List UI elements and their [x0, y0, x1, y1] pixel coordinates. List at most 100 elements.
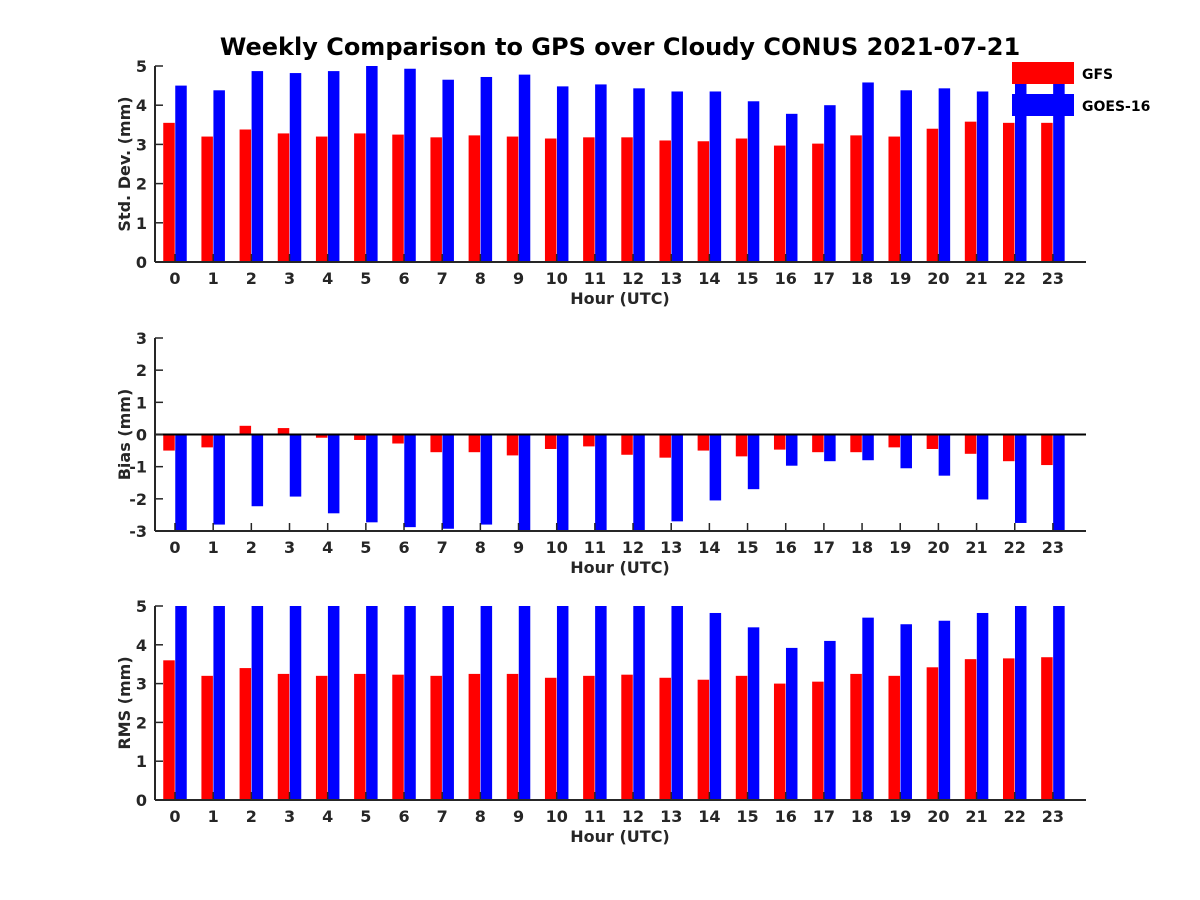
y-tick-label: 4: [136, 96, 147, 115]
bar-gfs-hour-4: [315, 136, 328, 262]
x-tick-label: 13: [660, 269, 682, 288]
bar-gfs-hour-18: [850, 135, 862, 262]
x-axis-label: Hour (UTC): [570, 827, 670, 846]
bar-goes16-hour-6: [404, 68, 416, 263]
x-tick-label: 17: [813, 538, 835, 557]
bar-goes16-hour-0: [175, 606, 187, 800]
bar-goes16-hour-10: [556, 86, 569, 262]
bar-goes16-hour-6: [404, 434, 416, 528]
x-tick-label: 22: [1004, 269, 1026, 288]
x-tick-label: 13: [660, 807, 682, 826]
x-tick-label: 23: [1042, 807, 1064, 826]
y-tick-label: 2: [136, 175, 147, 194]
x-tick-label: 21: [965, 538, 987, 557]
bar-goes16-hour-14: [709, 612, 722, 800]
bar-gfs-hour-9: [506, 673, 519, 800]
y-tick-label: 1: [136, 752, 147, 771]
bar-gfs-hour-1: [201, 675, 213, 800]
x-tick-label: 7: [437, 269, 448, 288]
bar-goes16-hour-8: [480, 434, 493, 525]
bar-gfs-hour-22: [1002, 658, 1015, 800]
x-tick-label: 2: [246, 538, 257, 557]
y-tick-label: -1: [129, 458, 147, 477]
x-tick-label: 23: [1042, 538, 1064, 557]
x-tick-label: 3: [284, 538, 295, 557]
legend-swatch-gfs: [1012, 62, 1074, 84]
bar-gfs-hour-5: [354, 434, 366, 440]
bar-gfs-hour-20: [926, 434, 939, 449]
bar-goes16-hour-13: [671, 91, 683, 262]
bar-gfs-hour-20: [926, 128, 939, 262]
x-tick-label: 18: [851, 807, 873, 826]
bar-goes16-hour-8: [480, 606, 493, 800]
bar-gfs-hour-13: [659, 434, 671, 458]
x-tick-label: 5: [360, 269, 371, 288]
y-tick-label: 0: [136, 426, 147, 445]
x-tick-label: 23: [1042, 269, 1064, 288]
bar-goes16-hour-0: [175, 85, 187, 262]
bar-goes16-hour-14: [709, 91, 722, 262]
x-tick-label: 8: [475, 269, 486, 288]
x-tick-label: 1: [208, 269, 219, 288]
x-tick-label: 20: [927, 807, 949, 826]
x-axis-label: Hour (UTC): [570, 289, 670, 308]
bar-goes16-hour-1: [213, 434, 225, 525]
bar-gfs-hour-7: [430, 137, 442, 262]
bar-gfs-hour-3: [277, 133, 290, 262]
bar-gfs-hour-12: [621, 137, 633, 262]
x-tick-label: 12: [622, 807, 644, 826]
x-tick-label: 4: [322, 269, 333, 288]
bar-goes16-hour-18: [862, 82, 874, 263]
bar-gfs-hour-3: [277, 673, 290, 800]
y-axis-label: RMS (mm): [115, 656, 134, 749]
bar-gfs-hour-19: [888, 434, 900, 448]
bar-gfs-hour-16: [773, 683, 786, 800]
bar-gfs-hour-0: [163, 122, 175, 262]
bar-goes16-hour-3: [289, 73, 302, 262]
bar-goes16-hour-3: [289, 606, 302, 800]
x-tick-label: 16: [775, 807, 797, 826]
x-tick-label: 21: [965, 269, 987, 288]
bar-gfs-hour-0: [163, 660, 175, 800]
y-tick-label: 5: [136, 57, 147, 76]
bar-gfs-hour-21: [964, 659, 977, 800]
x-tick-label: 14: [698, 269, 720, 288]
y-tick-label: 1: [136, 393, 147, 412]
bar-gfs-hour-23: [1041, 657, 1053, 800]
bar-gfs-hour-18: [850, 434, 862, 453]
bar-goes16-hour-19: [900, 90, 912, 262]
y-tick-label: -2: [129, 490, 147, 509]
bar-gfs-hour-8: [468, 135, 481, 262]
bar-goes16-hour-9: [518, 74, 531, 263]
bar-gfs-hour-10: [544, 677, 557, 800]
x-tick-label: 16: [775, 538, 797, 557]
bar-goes16-hour-16: [785, 113, 798, 262]
x-tick-label: 3: [284, 807, 295, 826]
bar-gfs-hour-8: [468, 673, 481, 800]
bar-gfs-hour-15: [735, 434, 748, 457]
bar-goes16-hour-4: [327, 71, 340, 262]
x-tick-label: 6: [398, 807, 409, 826]
bar-goes16-hour-21: [976, 91, 989, 262]
bar-goes16-hour-1: [213, 606, 225, 800]
x-tick-label: 6: [398, 538, 409, 557]
x-tick-label: 14: [698, 538, 720, 557]
bar-goes16-hour-17: [824, 640, 836, 800]
x-tick-label: 22: [1004, 807, 1026, 826]
bar-gfs-hour-2: [239, 425, 252, 435]
x-axis-label: Hour (UTC): [570, 558, 670, 577]
bar-gfs-hour-21: [964, 434, 977, 454]
x-tick-label: 17: [813, 807, 835, 826]
bar-goes16-hour-22: [1014, 434, 1027, 523]
bar-goes16-hour-12: [633, 606, 645, 800]
bar-goes16-hour-20: [938, 88, 951, 262]
y-tick-label: 4: [136, 636, 147, 655]
y-tick-label: 0: [136, 791, 147, 810]
y-axis-label: Std. Dev. (mm): [115, 96, 134, 231]
x-tick-label: 10: [546, 538, 568, 557]
bar-gfs-hour-14: [697, 141, 710, 262]
bar-goes16-hour-8: [480, 76, 493, 262]
x-tick-label: 18: [851, 538, 873, 557]
bar-gfs-hour-14: [697, 679, 710, 800]
bar-gfs-hour-20: [926, 667, 939, 800]
